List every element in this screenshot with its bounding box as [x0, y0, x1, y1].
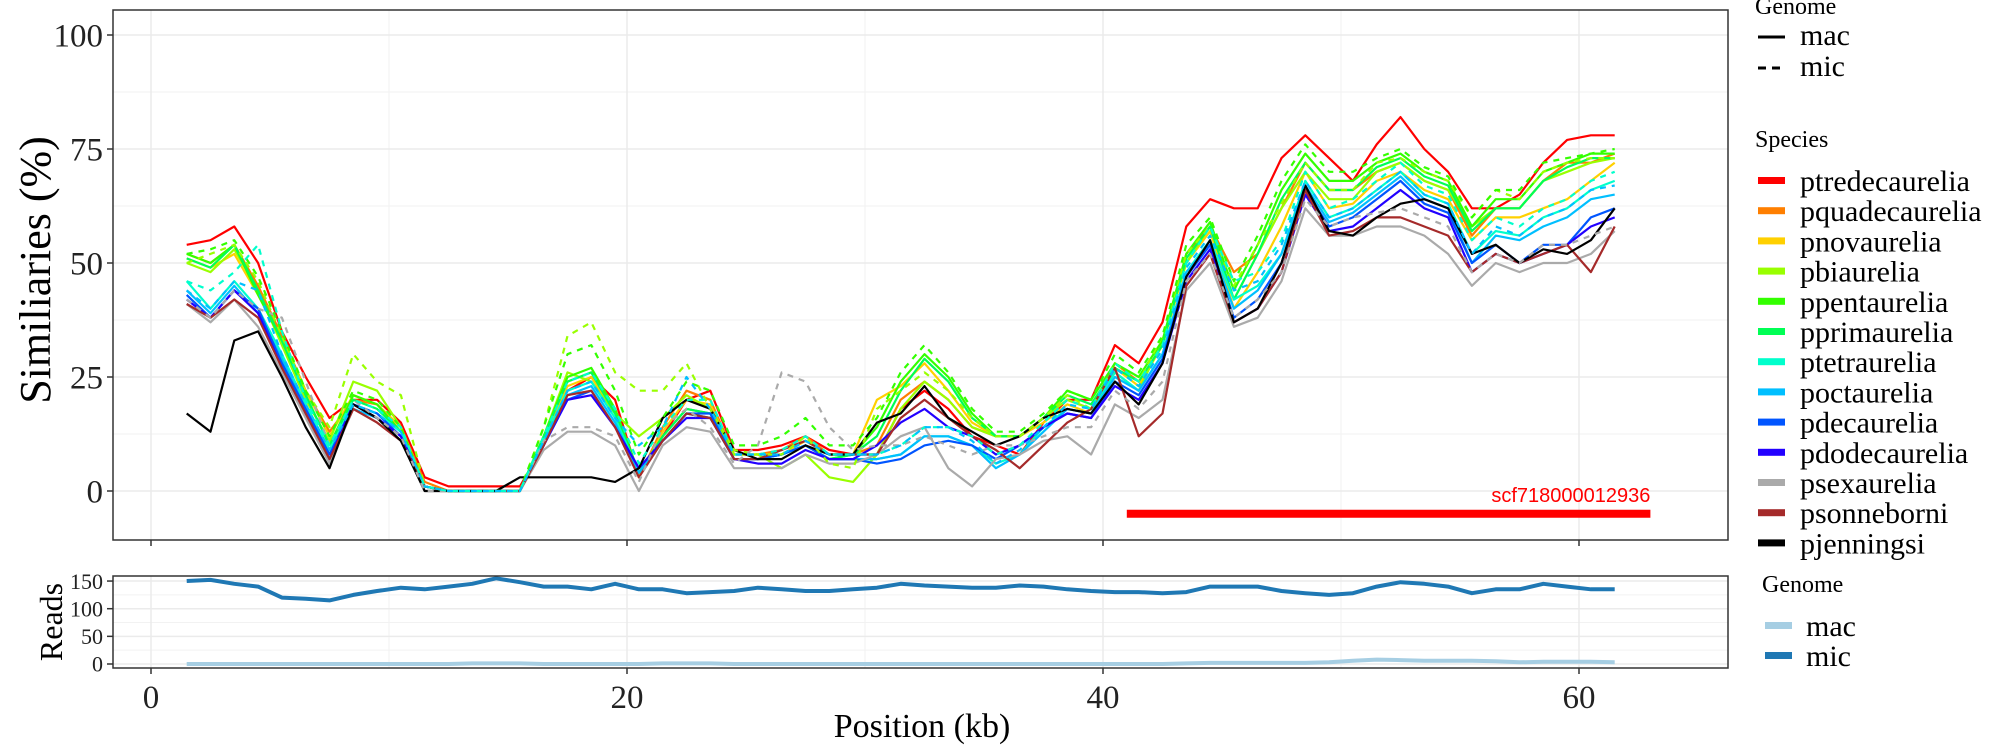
series-line-pjenningsi-mac	[186, 184, 1616, 493]
y-axis-title-similarity: Similiaries (%)	[11, 136, 60, 404]
legend-species-label: poctaurelia	[1800, 376, 1933, 409]
legend: GenomemacmicSpeciesptredecaureliapquadec…	[1755, 0, 1982, 673]
x-tick-label: 60	[1563, 680, 1596, 716]
legend-swatch-pjenningsi	[1758, 539, 1785, 547]
legend-species-label: ptredecaurelia	[1800, 165, 1970, 198]
series-line-mic	[186, 576, 1615, 603]
y-tick-label: 100	[70, 596, 103, 621]
legend-swatch-ptetraurelia	[1758, 358, 1785, 366]
y-tick-label: 50	[81, 624, 103, 649]
legend-species-label: pjenningsi	[1800, 527, 1925, 560]
legend-species-label: psonneborni	[1800, 497, 1948, 530]
y-tick-label: 0	[92, 652, 103, 677]
y-tick-label: 25	[70, 361, 103, 397]
legend-genome-title: Genome	[1755, 0, 1836, 20]
legend-swatch-pnovaurelia	[1758, 237, 1785, 245]
legend-reads-genome-title: Genome	[1762, 572, 1843, 598]
legend-species-label: ptetraurelia	[1800, 346, 1937, 379]
legend-species-label: pdodecaurelia	[1800, 437, 1968, 470]
legend-swatch-pdecaurelia	[1758, 418, 1785, 426]
legend-species-label: pquadecaurelia	[1800, 195, 1982, 228]
legend-species-label: pbiaurelia	[1800, 256, 1920, 289]
legend-swatch-psonneborni	[1758, 509, 1785, 517]
legend-swatch-pbiaurelia	[1758, 267, 1785, 275]
legend-swatch-pprimaurelia	[1758, 328, 1785, 335]
legend-species-title: Species	[1755, 127, 1828, 153]
legend-reads-swatch-mic	[1765, 652, 1792, 659]
x-tick-label: 20	[611, 680, 644, 716]
legend-reads-label: mic	[1806, 640, 1851, 673]
legend-reads-label: mac	[1806, 610, 1856, 643]
legend-species-label: pdecaurelia	[1800, 407, 1938, 440]
scaffold-label: scf718000012936	[1491, 485, 1650, 507]
legend-swatch-poctaurelia	[1758, 388, 1785, 396]
series-line-mac	[186, 657, 1615, 666]
legend-swatch-ppentaurelia	[1758, 297, 1785, 305]
legend-swatch-psexaurelia	[1758, 479, 1785, 486]
panel-background	[113, 10, 1728, 540]
panel-border	[112, 9, 1729, 541]
y-tick-label: 100	[54, 19, 104, 55]
y-axis-title-reads: Reads	[33, 583, 69, 661]
legend-swatch-pdodecaurelia	[1758, 448, 1785, 456]
legend-species-label: psexaurelia	[1800, 467, 1937, 500]
similarity-panel: 0 25 50 75 100 scf718000012936	[54, 9, 1729, 546]
legend-species-label: ppentaurelia	[1800, 286, 1948, 319]
legend-species-label: pnovaurelia	[1800, 225, 1942, 258]
series-line-poctaurelia-mic	[186, 170, 1615, 493]
y-tick-label: 150	[70, 569, 103, 594]
legend-genome-label: mac	[1800, 19, 1850, 52]
x-tick-label: 40	[1087, 680, 1120, 716]
legend-reads-swatch-mac	[1765, 622, 1792, 629]
legend-swatch-ptredecaurelia	[1758, 177, 1785, 184]
y-tick-label: 75	[70, 133, 103, 169]
legend-species-label: pprimaurelia	[1800, 316, 1953, 349]
legend-swatch-pquadecaurelia	[1758, 207, 1785, 215]
y-tick-label: 50	[70, 247, 103, 283]
x-axis-title: Position (kb)	[834, 708, 1011, 745]
x-tick-label: 0	[143, 680, 160, 716]
y-tick-label: 0	[87, 475, 104, 511]
legend-genome-label: mic	[1800, 50, 1845, 83]
panel-border	[112, 575, 1729, 669]
